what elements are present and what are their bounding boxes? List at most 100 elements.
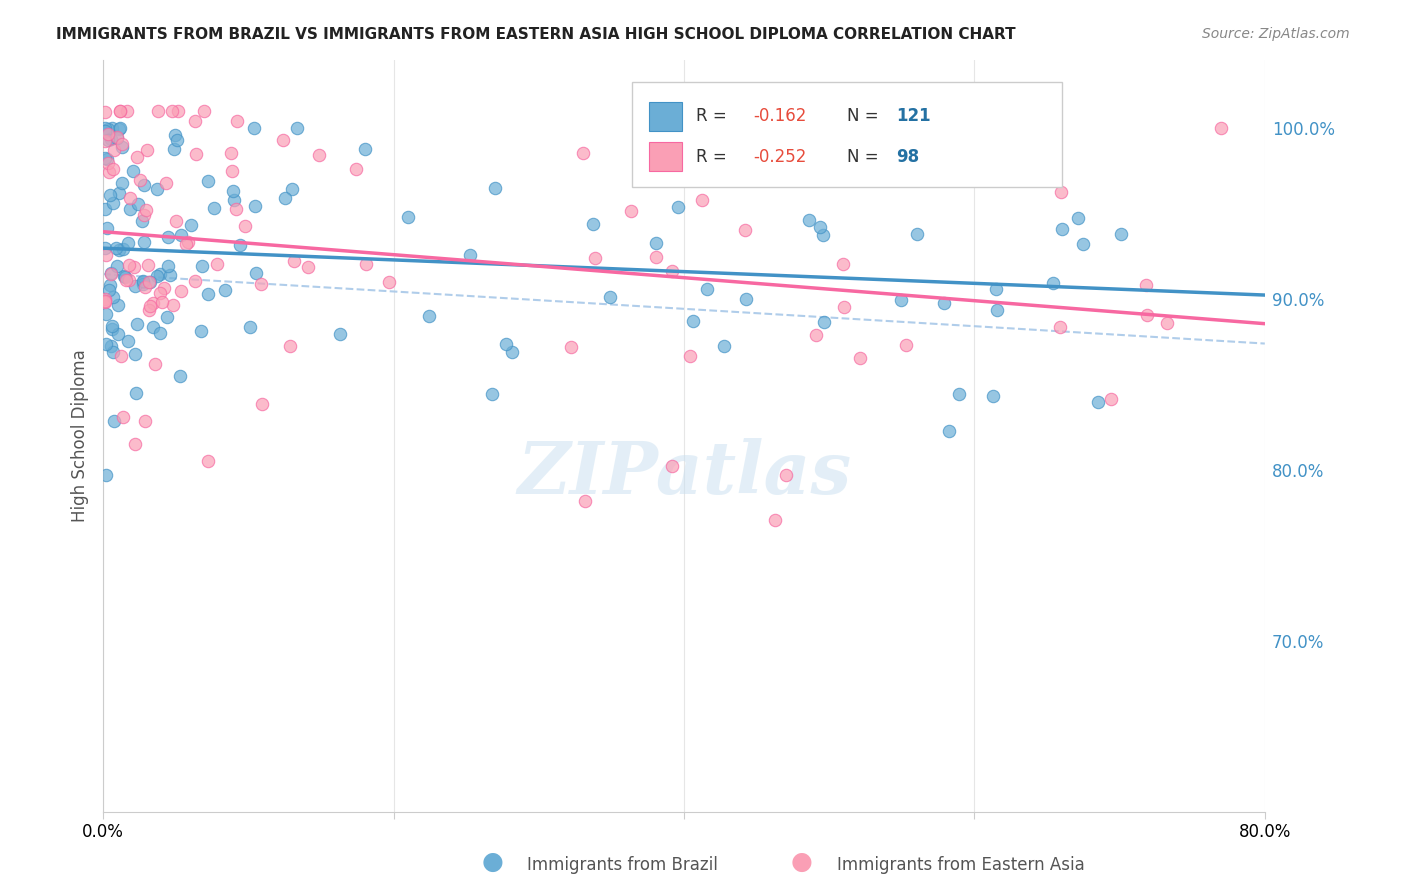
Immigrants from Eastern Asia	[583, 251, 606, 265]
Immigrants from Brazil	[221, 184, 243, 198]
Immigrants from Brazil	[100, 132, 122, 146]
Immigrants from Eastern Asia	[153, 280, 176, 294]
Immigrants from Eastern Asia	[108, 103, 131, 118]
Immigrants from Eastern Asia	[136, 143, 159, 157]
Immigrants from Eastern Asia	[118, 272, 141, 286]
Text: R =: R =	[696, 148, 731, 166]
Immigrants from Eastern Asia	[162, 298, 184, 312]
Immigrants from Brazil	[599, 290, 621, 304]
Immigrants from Eastern Asia	[139, 299, 162, 313]
Immigrants from Eastern Asia	[356, 257, 378, 271]
Immigrants from Eastern Asia	[560, 340, 582, 354]
Immigrants from Eastern Asia	[824, 103, 846, 118]
Immigrants from Brazil	[101, 345, 124, 359]
Text: ●: ●	[790, 850, 813, 874]
Immigrants from Brazil	[159, 268, 181, 282]
Bar	[650, 103, 682, 131]
Immigrants from Brazil	[149, 267, 172, 281]
Immigrants from Brazil	[354, 142, 377, 156]
Immigrants from Eastern Asia	[100, 267, 122, 281]
Immigrants from Eastern Asia	[620, 204, 643, 219]
Immigrants from Brazil	[124, 347, 146, 361]
Immigrants from Brazil	[981, 389, 1004, 403]
Immigrants from Brazil	[132, 277, 155, 292]
Immigrants from Eastern Asia	[162, 103, 184, 118]
Text: R =: R =	[696, 107, 731, 125]
Immigrants from Eastern Asia	[378, 275, 401, 289]
Immigrants from Eastern Asia	[103, 143, 125, 157]
Immigrants from Eastern Asia	[271, 133, 294, 147]
Immigrants from Brazil	[94, 467, 117, 482]
Immigrants from Brazil	[986, 282, 1008, 296]
Immigrants from Brazil	[156, 310, 179, 324]
Immigrants from Eastern Asia	[1156, 316, 1178, 330]
Immigrants from Eastern Asia	[308, 147, 330, 161]
Immigrants from Eastern Asia	[1050, 185, 1073, 199]
Immigrants from Brazil	[142, 319, 165, 334]
Immigrants from Brazil	[96, 337, 118, 351]
Text: N =: N =	[846, 107, 883, 125]
Immigrants from Brazil	[93, 202, 115, 216]
Immigrants from Brazil	[170, 228, 193, 243]
Immigrants from Eastern Asia	[118, 259, 141, 273]
Immigrants from Brazil	[696, 282, 718, 296]
Immigrants from Brazil	[97, 283, 120, 297]
Immigrants from Brazil	[139, 276, 162, 290]
Immigrants from Eastern Asia	[138, 303, 160, 318]
Immigrants from Brazil	[190, 259, 212, 273]
Immigrants from Brazil	[127, 197, 149, 211]
Immigrants from Brazil	[122, 164, 145, 178]
Immigrants from Eastern Asia	[114, 273, 136, 287]
Immigrants from Eastern Asia	[1211, 120, 1233, 135]
Immigrants from Eastern Asia	[134, 279, 156, 293]
Immigrants from Eastern Asia	[193, 103, 215, 118]
Immigrants from Brazil	[94, 241, 117, 255]
Immigrants from Brazil	[98, 278, 121, 293]
Immigrants from Eastern Asia	[849, 351, 872, 366]
Immigrants from Eastern Asia	[1135, 278, 1157, 293]
Immigrants from Eastern Asia	[806, 327, 828, 342]
Immigrants from Eastern Asia	[690, 193, 713, 207]
Immigrants from Brazil	[103, 414, 125, 428]
Immigrants from Eastern Asia	[108, 103, 131, 118]
Immigrants from Eastern Asia	[155, 176, 177, 190]
Immigrants from Brazil	[117, 235, 139, 250]
Immigrants from Brazil	[811, 228, 834, 243]
Immigrants from Brazil	[932, 296, 955, 310]
Immigrants from Brazil	[101, 290, 124, 304]
Immigrants from Brazil	[1087, 394, 1109, 409]
Immigrants from Eastern Asia	[815, 145, 838, 159]
Immigrants from Eastern Asia	[105, 130, 128, 145]
Immigrants from Brazil	[145, 182, 167, 196]
Text: 98: 98	[897, 148, 920, 166]
Immigrants from Eastern Asia	[1049, 320, 1071, 334]
Immigrants from Eastern Asia	[225, 202, 247, 217]
Immigrants from Eastern Asia	[894, 338, 917, 352]
Immigrants from Brazil	[245, 199, 267, 213]
Text: IMMIGRANTS FROM BRAZIL VS IMMIGRANTS FROM EASTERN ASIA HIGH SCHOOL DIPLOMA CORRE: IMMIGRANTS FROM BRAZIL VS IMMIGRANTS FRO…	[56, 27, 1017, 42]
Immigrants from Brazil	[396, 210, 419, 224]
Immigrants from Brazil	[112, 268, 135, 283]
Immigrants from Brazil	[713, 339, 735, 353]
Immigrants from Eastern Asia	[177, 235, 200, 250]
Immigrants from Brazil	[986, 303, 1008, 318]
Immigrants from Eastern Asia	[226, 113, 249, 128]
Immigrants from Eastern Asia	[763, 513, 786, 527]
Immigrants from Eastern Asia	[832, 301, 855, 315]
Immigrants from Brazil	[107, 130, 129, 145]
Immigrants from Eastern Asia	[775, 467, 797, 482]
Immigrants from Eastern Asia	[94, 293, 117, 307]
Immigrants from Eastern Asia	[832, 257, 855, 271]
Immigrants from Brazil	[644, 236, 666, 251]
Immigrants from Brazil	[938, 425, 960, 439]
Immigrants from Brazil	[114, 269, 136, 284]
Immigrants from Eastern Asia	[184, 147, 207, 161]
Immigrants from Brazil	[157, 259, 180, 273]
Immigrants from Brazil	[96, 152, 118, 166]
Text: ZIPatlas: ZIPatlas	[517, 438, 851, 508]
Immigrants from Eastern Asia	[93, 293, 115, 308]
Immigrants from Eastern Asia	[645, 250, 668, 264]
Immigrants from Brazil	[93, 151, 115, 165]
Immigrants from Brazil	[96, 221, 118, 235]
Immigrants from Brazil	[197, 287, 219, 301]
